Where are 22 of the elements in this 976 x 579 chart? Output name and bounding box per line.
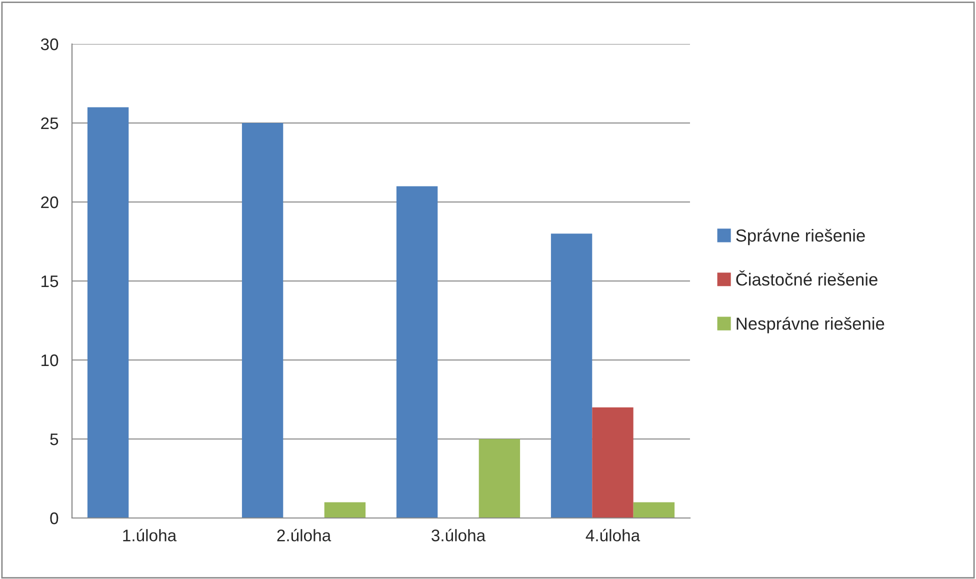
legend-label: Správne riešenie bbox=[736, 228, 865, 246]
bar bbox=[478, 439, 520, 518]
x-tick-label: 2.úloha bbox=[277, 528, 332, 542]
legend-label: Čiastočné riešenie bbox=[736, 270, 878, 286]
x-tick-label: 4.úloha bbox=[586, 528, 640, 542]
x-tick-label: 3.úloha bbox=[432, 528, 486, 542]
y-tick-label: 25 bbox=[41, 117, 58, 130]
bar bbox=[550, 234, 592, 518]
bar bbox=[87, 107, 129, 518]
y-tick-label: 0 bbox=[50, 512, 58, 524]
bar bbox=[324, 502, 366, 518]
bar bbox=[633, 502, 675, 518]
y-tick-label: 5 bbox=[50, 434, 58, 446]
bar bbox=[396, 186, 438, 518]
legend-label: Nesprávne riešenie bbox=[736, 316, 884, 334]
y-tick-label: 30 bbox=[40, 38, 58, 50]
x-tick-label: 1.úloha bbox=[123, 528, 177, 542]
bar bbox=[592, 407, 634, 518]
y-tick-label: 10 bbox=[42, 354, 58, 366]
y-tick-label: 15 bbox=[42, 276, 58, 288]
y-tick-label: 20 bbox=[41, 196, 58, 208]
bar bbox=[242, 123, 284, 518]
